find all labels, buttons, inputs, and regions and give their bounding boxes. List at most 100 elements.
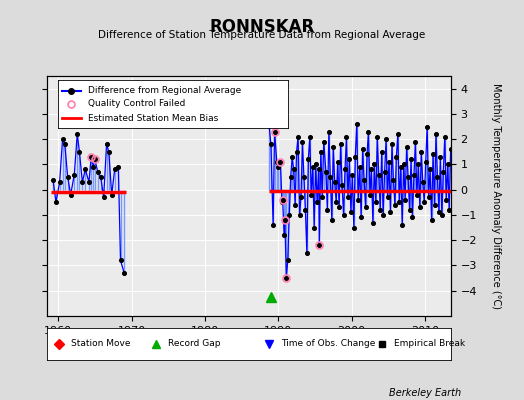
- Point: [280, 232, 288, 238]
- Point: [298, 138, 307, 145]
- Point: [265, 118, 273, 125]
- Point: [362, 204, 370, 210]
- Point: [331, 179, 339, 185]
- Point: [411, 138, 420, 145]
- Point: [355, 164, 364, 170]
- Text: RONNSKAR: RONNSKAR: [210, 18, 314, 36]
- Point: [320, 138, 328, 145]
- Point: [336, 141, 345, 148]
- Point: [342, 134, 351, 140]
- Point: [338, 182, 346, 188]
- Point: [292, 148, 301, 155]
- Text: Berkeley Earth: Berkeley Earth: [389, 388, 461, 398]
- Point: [328, 217, 336, 223]
- Point: [278, 196, 287, 203]
- Point: [267, 141, 275, 148]
- Point: [419, 179, 427, 185]
- Point: [105, 148, 113, 155]
- Point: [63, 174, 72, 180]
- Point: [303, 250, 311, 256]
- Point: [344, 194, 352, 200]
- Point: [367, 166, 376, 173]
- Point: [402, 144, 411, 150]
- Point: [94, 169, 102, 175]
- Point: [389, 176, 398, 183]
- Point: [363, 151, 371, 158]
- Point: [70, 171, 79, 178]
- Point: [314, 166, 323, 173]
- Point: [332, 199, 341, 206]
- Point: [111, 166, 119, 173]
- Point: [377, 148, 386, 155]
- Point: [289, 166, 298, 173]
- Point: [399, 161, 408, 168]
- Point: [81, 166, 90, 173]
- Point: [52, 199, 60, 206]
- Point: [373, 134, 381, 140]
- Point: [358, 146, 367, 152]
- Point: [58, 136, 67, 142]
- Point: [385, 159, 393, 165]
- Point: [432, 131, 440, 137]
- Point: [340, 212, 348, 218]
- Point: [304, 156, 312, 162]
- Point: [323, 207, 332, 213]
- Point: [410, 171, 418, 178]
- Point: [364, 128, 373, 135]
- Point: [354, 196, 363, 203]
- Point: [296, 212, 304, 218]
- Point: [382, 136, 390, 142]
- Point: [61, 141, 69, 148]
- Point: [100, 194, 108, 200]
- Point: [430, 202, 439, 208]
- Point: [351, 154, 359, 160]
- Point: [276, 159, 285, 165]
- Text: Station Move: Station Move: [71, 340, 131, 348]
- Point: [360, 176, 368, 183]
- Point: [335, 204, 343, 210]
- Point: [300, 174, 308, 180]
- Point: [313, 199, 321, 206]
- Point: [395, 199, 403, 206]
- Point: [353, 121, 361, 127]
- Point: [307, 192, 315, 198]
- Text: Record Gap: Record Gap: [168, 340, 221, 348]
- Point: [294, 134, 302, 140]
- Text: Time of Obs. Change: Time of Obs. Change: [281, 340, 376, 348]
- Text: Difference from Regional Average: Difference from Regional Average: [88, 86, 241, 95]
- Point: [326, 174, 334, 180]
- Point: [370, 161, 378, 168]
- Point: [78, 179, 86, 185]
- Point: [428, 217, 436, 223]
- Point: [301, 207, 310, 213]
- Point: [392, 154, 400, 160]
- Point: [309, 164, 317, 170]
- Text: Quality Control Failed: Quality Control Failed: [88, 100, 185, 108]
- Point: [311, 161, 320, 168]
- Point: [406, 207, 414, 213]
- Point: [91, 156, 99, 162]
- Point: [397, 164, 405, 170]
- Point: [269, 222, 277, 228]
- Text: Difference of Station Temperature Data from Regional Average: Difference of Station Temperature Data f…: [99, 30, 425, 40]
- Point: [357, 214, 365, 221]
- Point: [345, 156, 354, 162]
- Point: [408, 214, 417, 221]
- Point: [107, 192, 116, 198]
- Point: [369, 219, 377, 226]
- Point: [282, 275, 290, 281]
- Point: [443, 161, 452, 168]
- Point: [329, 144, 337, 150]
- Point: [421, 159, 430, 165]
- Point: [379, 212, 387, 218]
- Point: [272, 159, 281, 165]
- Point: [67, 192, 75, 198]
- Point: [56, 179, 64, 185]
- Point: [305, 134, 314, 140]
- Point: [414, 161, 422, 168]
- Point: [446, 146, 455, 152]
- Point: [316, 148, 325, 155]
- Point: [348, 171, 356, 178]
- Point: [315, 242, 323, 248]
- Text: Estimated Station Mean Bias: Estimated Station Mean Bias: [88, 114, 218, 123]
